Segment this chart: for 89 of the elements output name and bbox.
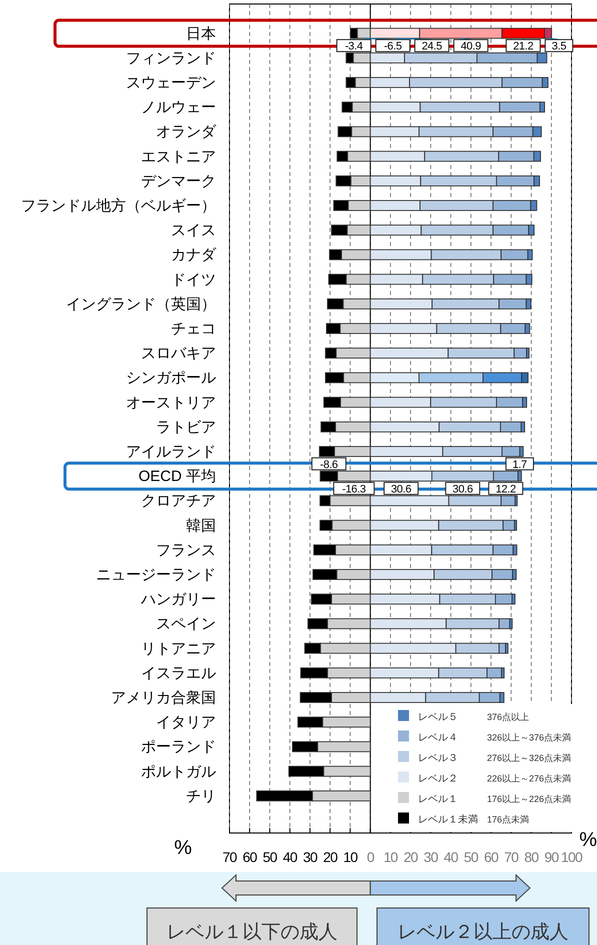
y-tick-label: カナダ [171, 246, 217, 264]
y-tick-label: シンガポール [126, 370, 216, 387]
x-tick-label: 70 [222, 849, 238, 865]
y-tick-label: ポーランド [141, 738, 216, 756]
y-tick-label: ニュージーランド [96, 566, 216, 584]
y-tick-label: ハンガリー [140, 591, 216, 608]
y-tick-label: ポルトガル [141, 763, 216, 780]
y-tick-label: アメリカ合衆国 [111, 690, 216, 706]
data-label: 40.9 [460, 40, 482, 53]
y-tick-label: フランドル地方（ベルギー） [21, 198, 216, 214]
text: % [579, 829, 597, 851]
x-tick-label: 50 [464, 849, 479, 865]
annotation: 326以上～376点未満 [487, 732, 572, 742]
data-label: -3.4 [344, 40, 363, 53]
annotation: 376点以上 [487, 712, 530, 722]
x-tick-label: 50 [262, 849, 278, 865]
x-axis-title: % [174, 837, 192, 859]
callout: 12.2 [488, 481, 524, 496]
callout: 30.6 [384, 481, 419, 496]
x-tick-label: 100 [561, 849, 583, 865]
y-tick-label: チェコ [171, 320, 216, 338]
x-tick-label: 20 [323, 849, 338, 865]
callout: 30.6 [445, 481, 480, 496]
x-tick-label: 30 [302, 849, 318, 865]
y-tick-label: クロアチア [141, 492, 216, 510]
callout: 1.7 [505, 457, 534, 472]
annotation: 226以上～276点未満 [487, 774, 572, 784]
callout: -8.6 [311, 457, 346, 472]
y-tick-label: ノルウェー [141, 99, 216, 116]
y-tick-label: ドイツ [171, 271, 216, 288]
y-tick-label: アイルランド [126, 444, 216, 460]
y-tick-label: イングランド（英国） [66, 296, 216, 313]
data-label: 24.5 [422, 40, 442, 53]
x-tick-label: 0 [366, 849, 375, 865]
x-tick-label: 90 [544, 849, 560, 865]
y-tick-label: フランス [156, 542, 216, 559]
legend-label: レベル２ [418, 774, 458, 784]
callout: 21.2 [506, 38, 541, 53]
x-tick-label: 40 [282, 849, 298, 865]
x-tick-label: 10 [383, 849, 398, 865]
y-tick-label: チリ [186, 788, 216, 805]
data-label: -16.3 [342, 483, 366, 496]
annotation: 176以上～226点未満 [487, 794, 572, 804]
x-tick-label: 60 [242, 849, 258, 865]
y-tick-label: スウェーデン [126, 74, 216, 92]
data-label: 30.6 [390, 483, 412, 496]
data-label: 3.5 [552, 40, 566, 53]
legend-label: レベル４ [418, 732, 458, 744]
y-tick-label: 日本 [186, 25, 216, 42]
callout: -16.3 [333, 481, 375, 496]
data-label: 21.2 [513, 40, 534, 53]
callout: 40.9 [453, 38, 488, 53]
y-tick-label: スロバキア [141, 345, 216, 362]
x-tick-label: 30 [424, 849, 439, 865]
data-label: -6.5 [384, 40, 402, 53]
x-tick-label: 40 [444, 849, 459, 865]
x-tick-label: 20 [404, 849, 419, 865]
x-tick-label: 10 [343, 849, 358, 865]
y-tick-label: オランダ [156, 124, 217, 141]
x-tick-label: 60 [484, 849, 500, 865]
data-label: 30.6 [452, 483, 473, 496]
legend-label: レベル１ [418, 794, 458, 805]
y-tick-label: 韓国 [186, 517, 216, 534]
y-tick-label: スイス [171, 222, 216, 240]
data-label: -8.6 [320, 458, 338, 471]
data-label: 1.7 [512, 458, 528, 471]
annotation: 276以上～326点未満 [487, 753, 572, 763]
y-tick-label: スペイン [156, 616, 216, 633]
data-label: 12.2 [496, 483, 516, 496]
callout: -3.4 [336, 38, 372, 53]
y-tick-label: フィンランド [126, 50, 216, 67]
y-tick-label: ラトビア [156, 418, 216, 436]
legend-label: レベル５ [418, 712, 458, 723]
x-tick-label: 80 [524, 849, 540, 865]
callout: 3.5 [544, 38, 574, 53]
legend-label: レベル３ [418, 753, 458, 764]
y-tick-label: イスラエル [141, 664, 216, 682]
y-tick-label: OECD 平均 [138, 468, 216, 486]
y-tick-label: イタリア [156, 714, 216, 732]
y-tick-label: エストニア [141, 148, 216, 166]
callout: -6.5 [364, 38, 410, 53]
y-tick-label: デンマーク [141, 172, 216, 190]
text: レベル２以上の成人 [398, 922, 568, 943]
text: レベル１以下の成人 [166, 922, 338, 943]
legend-label: レベル１未満 [418, 814, 478, 826]
y-tick-label: オーストリア [126, 394, 216, 412]
x-tick-label: 70 [504, 849, 520, 865]
y-tick-label: リトアニア [141, 640, 216, 658]
annotation: 176点未満 [487, 814, 530, 824]
